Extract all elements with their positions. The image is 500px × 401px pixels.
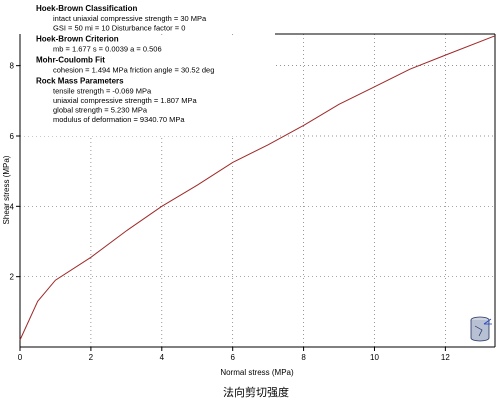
y-tick-label: 6 [10, 132, 15, 141]
info-line: GSI = 50 mi = 10 Disturbance factor = 0 [53, 24, 185, 33]
info-line: modulus of deformation = 9340.70 MPa [53, 115, 185, 124]
x-tick-label: 4 [160, 353, 165, 362]
x-tick-label: 10 [370, 353, 379, 362]
info-section-title: Hoek-Brown Classification [36, 4, 137, 13]
x-axis-label: Normal stress (MPa) [220, 368, 294, 377]
x-tick-label: 6 [230, 353, 235, 362]
info-line: global strength = 5.230 MPa [53, 106, 148, 115]
y-ticks: 2 4 6 8 [10, 62, 20, 282]
figure-caption: 法向剪切强度 [223, 385, 289, 399]
info-panel-background [21, 35, 274, 136]
info-section-title: Mohr-Coulomb Fit [36, 56, 105, 65]
x-tick-label: 8 [301, 353, 306, 362]
info-line: intact uniaxial compressive strength = 3… [53, 14, 207, 23]
x-tick-label: 0 [18, 353, 23, 362]
info-section-title: Rock Mass Parameters [36, 77, 124, 86]
info-line: mb = 1.677 s = 0.0039 a = 0.506 [53, 45, 162, 54]
y-tick-label: 8 [10, 62, 15, 71]
y-tick-label: 4 [10, 202, 15, 211]
strength-envelope-line [19, 35, 496, 341]
x-tick-label: 12 [441, 353, 450, 362]
info-section-title: Hoek-Brown Criterion [36, 35, 119, 44]
x-ticks: 0 2 4 6 8 10 12 [18, 347, 450, 362]
info-line: uniaxial compressive strength = 1.807 MP… [53, 96, 197, 105]
info-line: tensile strength = -0.069 MPa [53, 87, 152, 96]
y-axis-label: Shear stress (MPa) [2, 155, 11, 224]
x-tick-label: 2 [89, 353, 94, 362]
axes [19, 33, 496, 348]
info-line: cohesion = 1.494 MPa friction angle = 30… [53, 66, 214, 75]
y-tick-label: 2 [10, 273, 15, 282]
rock-sample-icon [470, 316, 492, 342]
